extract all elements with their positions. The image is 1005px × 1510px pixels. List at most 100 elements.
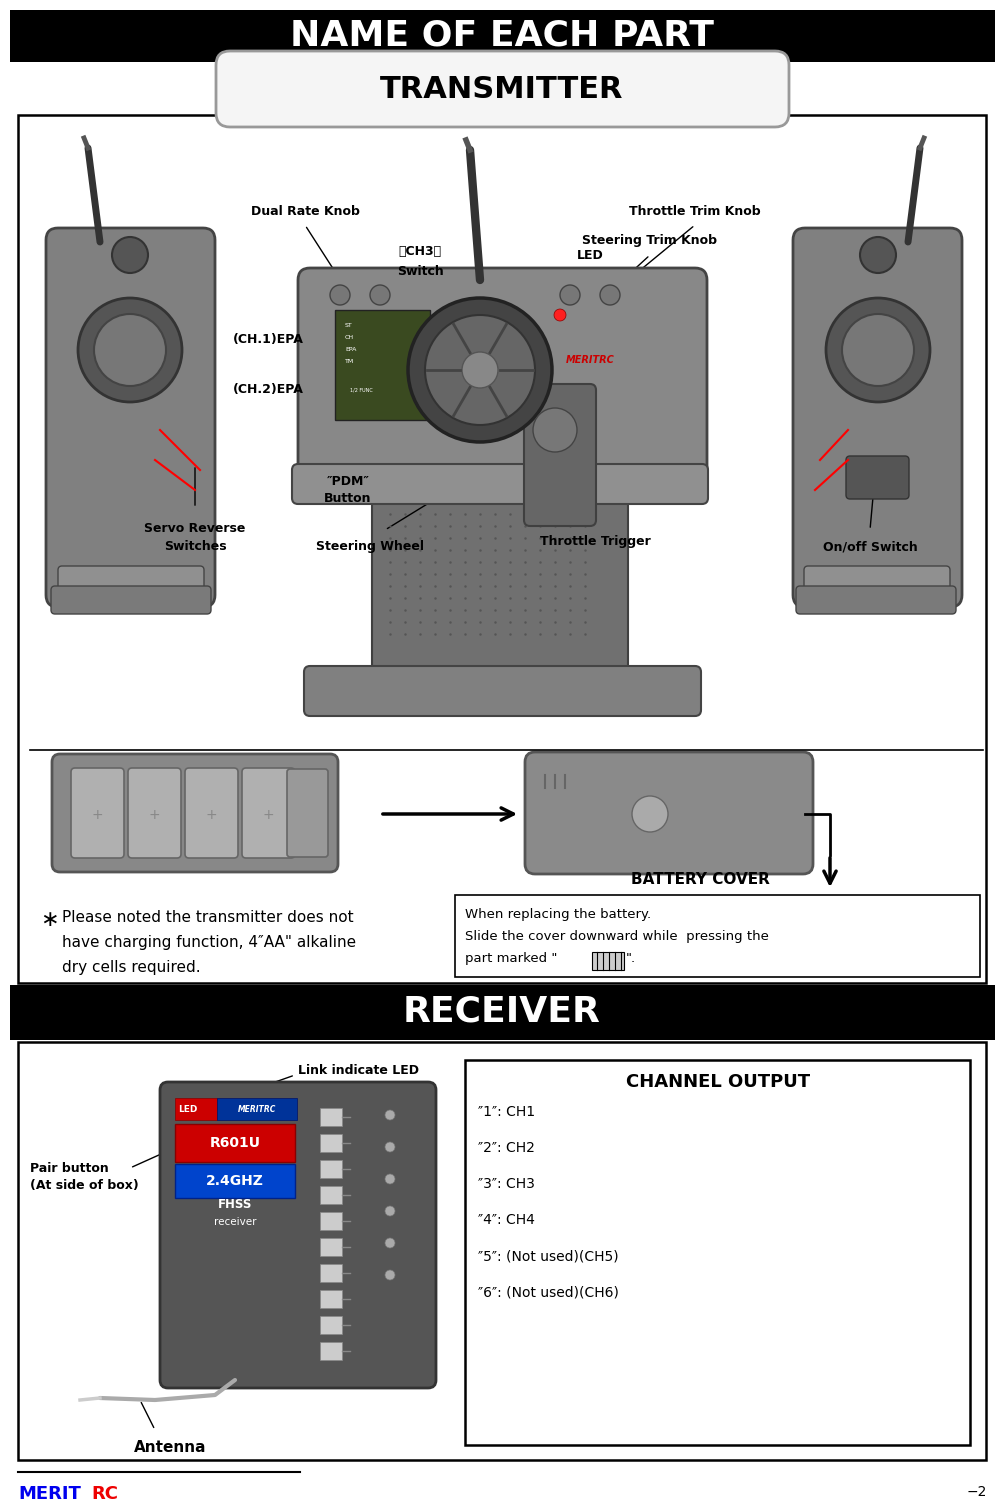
Circle shape: [370, 285, 390, 305]
Text: ″5″: (Not used)(CH5): ″5″: (Not used)(CH5): [478, 1249, 619, 1262]
Text: RECEIVER: RECEIVER: [403, 995, 601, 1028]
Text: ″4″: CH4: ″4″: CH4: [478, 1213, 535, 1228]
Circle shape: [632, 796, 668, 832]
Text: LED: LED: [577, 249, 603, 263]
Circle shape: [385, 1270, 395, 1280]
Bar: [320, 1213, 342, 1231]
Circle shape: [842, 314, 914, 387]
Text: On/off Switch: On/off Switch: [823, 541, 918, 553]
FancyBboxPatch shape: [304, 666, 701, 716]
FancyBboxPatch shape: [524, 384, 596, 525]
FancyBboxPatch shape: [287, 769, 328, 858]
Text: EPA: EPA: [345, 347, 357, 352]
Text: (At side of box): (At side of box): [30, 1178, 139, 1191]
FancyBboxPatch shape: [525, 752, 813, 874]
FancyBboxPatch shape: [298, 267, 707, 492]
Bar: [10, 985, 995, 1040]
Bar: [320, 1160, 342, 1178]
Text: CHANNEL OUTPUT: CHANNEL OUTPUT: [626, 1074, 810, 1092]
Circle shape: [408, 297, 552, 442]
Bar: [320, 1238, 342, 1256]
Text: +: +: [91, 808, 103, 821]
FancyBboxPatch shape: [160, 1083, 436, 1388]
Text: MERIT: MERIT: [18, 1484, 80, 1502]
Text: Slide the cover downward while  pressing the: Slide the cover downward while pressing …: [465, 930, 769, 944]
Text: TM: TM: [345, 359, 354, 364]
Text: CH: CH: [345, 335, 354, 340]
Bar: [175, 1098, 217, 1120]
Text: have charging function, 4″AA" alkaline: have charging function, 4″AA" alkaline: [62, 935, 356, 950]
Circle shape: [600, 285, 620, 305]
FancyBboxPatch shape: [58, 566, 204, 599]
FancyBboxPatch shape: [52, 753, 338, 871]
FancyBboxPatch shape: [846, 456, 909, 498]
Circle shape: [425, 316, 535, 424]
Text: MERITRC: MERITRC: [566, 355, 614, 365]
Circle shape: [112, 237, 148, 273]
Bar: [217, 1098, 297, 1120]
Text: FHSS: FHSS: [218, 1199, 252, 1211]
Bar: [465, 1060, 970, 1445]
Text: R601U: R601U: [209, 1136, 260, 1151]
Text: +: +: [148, 808, 160, 821]
FancyBboxPatch shape: [51, 586, 211, 615]
Text: (CH.1)EPA: (CH.1)EPA: [232, 334, 304, 346]
FancyBboxPatch shape: [71, 769, 124, 858]
Text: ″2″: CH2: ″2″: CH2: [478, 1142, 535, 1155]
Text: part marked ": part marked ": [465, 951, 558, 965]
Bar: [18, 1042, 986, 1460]
Bar: [18, 115, 986, 983]
FancyBboxPatch shape: [804, 566, 950, 599]
FancyBboxPatch shape: [128, 769, 181, 858]
Circle shape: [94, 314, 166, 387]
Text: NAME OF EACH PART: NAME OF EACH PART: [290, 20, 714, 53]
FancyBboxPatch shape: [292, 464, 708, 504]
Bar: [175, 1164, 295, 1197]
Text: Servo Reverse: Servo Reverse: [145, 522, 245, 535]
Bar: [320, 1185, 342, 1203]
Text: LED: LED: [178, 1104, 197, 1113]
FancyBboxPatch shape: [216, 51, 789, 127]
Text: ∗: ∗: [40, 911, 58, 930]
Text: Link indicate LED: Link indicate LED: [298, 1063, 419, 1077]
Text: ″3″: CH3: ″3″: CH3: [478, 1176, 535, 1191]
Text: ".: ".: [626, 951, 636, 965]
Circle shape: [860, 237, 896, 273]
Text: Steering Trim Knob: Steering Trim Knob: [583, 234, 718, 248]
Text: dry cells required.: dry cells required.: [62, 960, 201, 975]
Text: receiver: receiver: [214, 1217, 256, 1228]
FancyBboxPatch shape: [793, 228, 962, 607]
Text: Dual Rate Knob: Dual Rate Knob: [250, 205, 360, 217]
Text: MERITRC: MERITRC: [238, 1104, 276, 1113]
Circle shape: [78, 297, 182, 402]
Text: Please noted the transmitter does not: Please noted the transmitter does not: [62, 911, 354, 926]
Circle shape: [330, 285, 350, 305]
Text: −2: −2: [967, 1484, 987, 1499]
Text: +: +: [205, 808, 217, 821]
Text: 1/2 FUNC: 1/2 FUNC: [350, 388, 373, 393]
FancyBboxPatch shape: [46, 228, 215, 607]
Text: ST: ST: [345, 323, 353, 328]
Bar: [10, 11, 995, 62]
Circle shape: [560, 285, 580, 305]
Circle shape: [385, 1206, 395, 1216]
Bar: [455, 895, 980, 977]
Text: 2.4GHZ: 2.4GHZ: [206, 1173, 264, 1188]
Text: ″1″: CH1: ″1″: CH1: [478, 1105, 535, 1119]
Text: RC: RC: [91, 1484, 118, 1502]
Bar: [320, 1134, 342, 1152]
Text: （CH3）: （CH3）: [398, 245, 441, 258]
Circle shape: [554, 310, 566, 322]
Text: Switch: Switch: [397, 264, 443, 278]
Bar: [175, 1123, 295, 1163]
Circle shape: [385, 1142, 395, 1152]
Bar: [320, 1108, 342, 1126]
Text: Button: Button: [325, 492, 372, 504]
Circle shape: [462, 352, 498, 388]
Circle shape: [385, 1110, 395, 1120]
Text: +: +: [262, 808, 273, 821]
Bar: [320, 1290, 342, 1308]
Text: When replacing the battery.: When replacing the battery.: [465, 908, 651, 921]
Text: Pair button: Pair button: [30, 1161, 109, 1175]
Text: (CH.2)EPA: (CH.2)EPA: [232, 384, 304, 397]
